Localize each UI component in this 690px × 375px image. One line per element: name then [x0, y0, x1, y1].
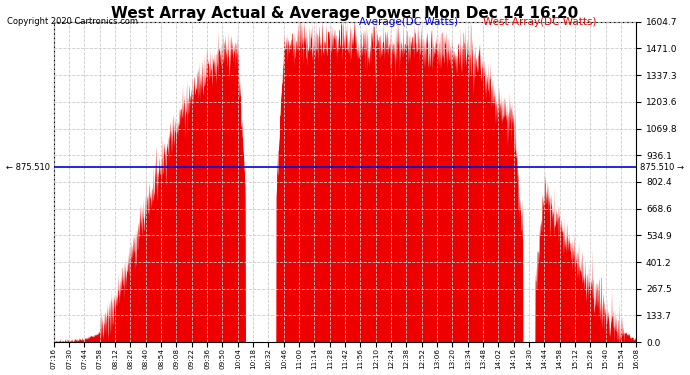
- Text: Copyright 2020 Cartronics.com: Copyright 2020 Cartronics.com: [7, 17, 138, 26]
- Title: West Array Actual & Average Power Mon Dec 14 16:20: West Array Actual & Average Power Mon De…: [111, 6, 579, 21]
- Text: West Array(DC Watts): West Array(DC Watts): [483, 17, 596, 27]
- Text: Average(DC Watts): Average(DC Watts): [359, 17, 458, 27]
- Text: 875.510 →: 875.510 →: [640, 163, 684, 172]
- Text: ← 875.510: ← 875.510: [6, 163, 50, 172]
